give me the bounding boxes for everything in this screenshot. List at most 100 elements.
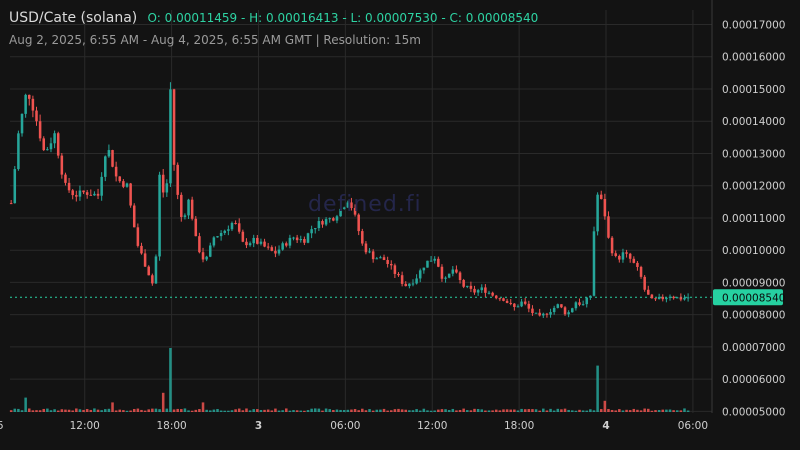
volume-bar <box>60 409 64 412</box>
volume-bar <box>281 410 284 412</box>
candle-body <box>42 138 46 151</box>
volume-bar <box>180 409 183 412</box>
volume-bar <box>632 408 636 412</box>
candle-body <box>538 312 541 316</box>
candle-body <box>364 243 368 253</box>
volume-bar <box>122 410 125 412</box>
candle-body <box>190 199 194 219</box>
y-tick-label: 0.00009000 <box>722 277 785 289</box>
volume-bar <box>136 408 140 412</box>
candle-body <box>339 208 342 217</box>
volume-bar <box>335 409 339 412</box>
candle-body <box>563 307 567 315</box>
candle-body <box>100 176 103 196</box>
candle-body <box>248 243 252 246</box>
candle-body <box>578 302 581 305</box>
x-tick-label: 12:00 <box>417 420 447 432</box>
volume-bar <box>444 409 447 412</box>
volume-bar <box>654 410 657 412</box>
x-tick-label: 12:00 <box>70 420 100 432</box>
candle-body <box>201 252 205 260</box>
candle-body <box>469 285 473 289</box>
volume-bar <box>484 410 487 412</box>
candle-body <box>317 221 321 229</box>
candle-body <box>176 164 179 195</box>
volume-bar <box>288 410 292 412</box>
volume-bar <box>433 410 436 412</box>
candle-body <box>230 222 234 230</box>
candle-body <box>136 227 140 246</box>
volume-bar <box>668 409 672 412</box>
candle-body <box>143 253 147 267</box>
volume-bar <box>227 410 230 412</box>
x-tick-label: 18:00 <box>504 420 534 432</box>
candle-body <box>27 94 31 99</box>
volume-bar <box>263 409 266 412</box>
chart-header: USD/Cate (solana) O: 0.00011459 - H: 0.0… <box>9 10 538 26</box>
volume-bar <box>476 408 480 412</box>
candle-body <box>194 218 198 237</box>
y-tick-label: 0.00007000 <box>722 342 785 354</box>
volume-bar <box>219 410 223 412</box>
candle-body <box>509 302 512 304</box>
volume-bar <box>140 409 143 412</box>
volume-bar <box>607 408 610 412</box>
volume-bar <box>53 409 56 412</box>
volume-bar <box>266 409 270 412</box>
candle-body <box>310 229 313 234</box>
candle-body <box>93 193 96 196</box>
candle-body <box>585 297 589 305</box>
volume-bar <box>234 409 237 412</box>
volume-bar <box>578 409 581 412</box>
candle-body <box>332 218 335 221</box>
y-tick-label: 0.00008000 <box>722 310 785 322</box>
volume-bar <box>357 410 360 412</box>
candle-body <box>371 251 375 260</box>
candle-body <box>636 262 639 267</box>
candle-body <box>375 258 379 260</box>
candle-body <box>350 202 353 209</box>
volume-bar <box>27 408 31 412</box>
volume-bar <box>216 409 219 412</box>
candle-body <box>581 304 585 306</box>
candle-body <box>241 231 245 242</box>
candle-body <box>335 216 339 221</box>
candle-body <box>114 166 118 177</box>
volume-bar <box>469 410 473 412</box>
candle-body <box>426 260 429 268</box>
volume-bar <box>85 409 89 412</box>
volume-bar <box>480 409 484 412</box>
volume-bar <box>494 409 498 412</box>
volume-bar <box>455 410 458 412</box>
volume-bar <box>306 410 310 412</box>
y-axis: 0.00005000 0.00006000 0.00007000 0.00008000… <box>722 20 785 419</box>
candle-body <box>502 298 505 301</box>
candle-body <box>523 301 527 304</box>
y-tick-label: 0.00014000 <box>722 116 785 128</box>
candle-body <box>205 256 208 260</box>
candle-body <box>429 260 433 262</box>
volume-bar <box>650 410 654 412</box>
volume-bar <box>17 408 20 412</box>
volume-bar <box>20 410 24 412</box>
volume-bar <box>621 410 625 412</box>
candle-body <box>60 155 64 175</box>
volume-bar <box>111 402 114 412</box>
volume-bar <box>418 410 422 412</box>
candle-body <box>487 292 491 294</box>
volume-bar <box>581 410 585 412</box>
candle-body <box>104 156 107 177</box>
candle-body <box>542 313 545 316</box>
volume-bar <box>169 348 172 412</box>
volume-bar <box>71 410 74 412</box>
y-tick-label: 0.00006000 <box>722 374 785 386</box>
volume-bar <box>248 410 252 412</box>
candle-body <box>158 174 161 257</box>
volume-bar <box>625 409 628 412</box>
candle-body <box>256 237 259 244</box>
candle-body <box>683 297 686 300</box>
candle-body <box>389 263 393 266</box>
candle-body <box>661 296 665 300</box>
candle-body <box>299 239 303 241</box>
volume-bar <box>223 410 227 412</box>
